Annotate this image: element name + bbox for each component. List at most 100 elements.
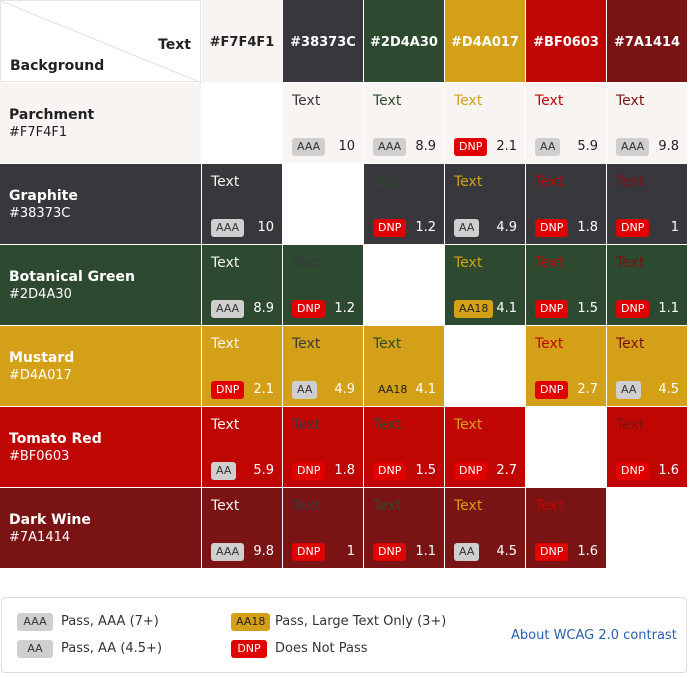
badge: AA (211, 462, 237, 480)
sample-text: Text (535, 498, 564, 514)
contrast-cell: Text AAA 8.9 (364, 83, 444, 163)
badge: DNP (535, 219, 569, 237)
contrast-cell: Text DNP 1.5 (364, 407, 444, 487)
contrast-cell: Text DNP 1.6 (607, 407, 687, 487)
contrast-cell: Text AAA 10 (202, 164, 282, 244)
row-hex: #F7F4F1 (9, 125, 68, 140)
contrast-ratio: 1.1 (415, 544, 436, 559)
contrast-cell: Text AA 5.9 (526, 83, 606, 163)
sample-text: Text (616, 255, 645, 271)
badge: DNP (373, 219, 407, 237)
empty-cell (202, 83, 282, 163)
corner-cell: Text Background (0, 0, 202, 83)
contrast-cell: Text DNP 1.1 (607, 245, 687, 325)
contrast-cell: Text AA 4.9 (283, 326, 363, 406)
badge: DNP (616, 219, 650, 237)
contrast-ratio: 4.9 (496, 220, 517, 235)
column-header: #D4A017 (445, 0, 525, 82)
badge: AAA (373, 138, 407, 156)
sample-text: Text (373, 336, 402, 352)
contrast-ratio: 1.8 (577, 220, 598, 235)
contrast-cell: Text DNP 1 (607, 164, 687, 244)
wcag-link[interactable]: About WCAG 2.0 contrast (511, 628, 677, 643)
row-name: Dark Wine (9, 512, 91, 528)
column-hex: #D4A017 (451, 35, 519, 50)
row-hex: #BF0603 (9, 449, 70, 464)
contrast-ratio: 1 (346, 544, 355, 559)
legend-label: Pass, Large Text Only (3+) (275, 614, 447, 629)
badge: DNP (292, 543, 326, 561)
sample-text: Text (616, 417, 645, 433)
contrast-cell: Text AA 4.5 (445, 488, 525, 568)
badge: DNP (616, 300, 650, 318)
sample-text: Text (373, 93, 402, 109)
column-hex: #38373C (290, 35, 356, 50)
badge: AAA (211, 543, 245, 561)
contrast-cell: Text DNP 2.1 (445, 83, 525, 163)
sample-text: Text (292, 255, 321, 271)
sample-text: Text (292, 93, 321, 109)
contrast-cell: Text DNP 2.7 (445, 407, 525, 487)
row-hex: #38373C (9, 206, 71, 221)
contrast-ratio: 2.1 (253, 382, 274, 397)
contrast-cell: Text AA18 4.1 (445, 245, 525, 325)
badge: DNP (454, 138, 488, 156)
badge: DNP (616, 462, 650, 480)
column-hex: #7A1414 (613, 35, 681, 50)
sample-text: Text (292, 498, 321, 514)
contrast-ratio: 5.9 (577, 139, 598, 154)
contrast-cell: Text AAA 9.8 (607, 83, 687, 163)
empty-cell (364, 245, 444, 325)
badge: AA18 (373, 381, 413, 399)
contrast-ratio: 8.9 (253, 301, 274, 316)
column-hex: #F7F4F1 (209, 35, 275, 50)
row-header: Graphite #38373C (0, 164, 201, 244)
row-name: Mustard (9, 350, 75, 366)
contrast-cell: Text DNP 1.8 (526, 164, 606, 244)
badge: DNP (535, 543, 569, 561)
badge: AAA (211, 300, 245, 318)
corner-text-label: Text (158, 37, 191, 53)
empty-cell (526, 407, 606, 487)
sample-text: Text (535, 336, 564, 352)
contrast-ratio: 9.8 (253, 544, 274, 559)
sample-text: Text (292, 417, 321, 433)
row-name: Parchment (9, 107, 95, 123)
badge: AA (454, 543, 480, 561)
badge: AAA (211, 219, 245, 237)
sample-text: Text (211, 336, 240, 352)
row-header: Mustard #D4A017 (0, 326, 201, 406)
sample-text: Text (373, 174, 402, 190)
badge: DNP (454, 462, 488, 480)
row-header: Tomato Red #BF0603 (0, 407, 201, 487)
contrast-cell: Text DNP 2.7 (526, 326, 606, 406)
badge: DNP (373, 543, 407, 561)
column-header: #7A1414 (607, 0, 687, 82)
contrast-ratio: 1.6 (658, 463, 679, 478)
legend-label: Pass, AA (4.5+) (61, 641, 163, 656)
contrast-ratio: 4.5 (658, 382, 679, 397)
column-header: #BF0603 (526, 0, 606, 82)
legend-label: Pass, AAA (7+) (61, 614, 159, 629)
badge: DNP (535, 381, 569, 399)
contrast-cell: Text DNP 1.8 (283, 407, 363, 487)
contrast-ratio: 1.5 (577, 301, 598, 316)
sample-text: Text (535, 255, 564, 271)
row-header: Dark Wine #7A1414 (0, 488, 201, 568)
contrast-ratio: 2.7 (496, 463, 517, 478)
badge: DNP (535, 300, 569, 318)
sample-text: Text (454, 174, 483, 190)
contrast-ratio: 8.9 (415, 139, 436, 154)
empty-cell (283, 164, 363, 244)
legend (1, 597, 687, 673)
contrast-ratio: 2.1 (496, 139, 517, 154)
row-header: Parchment #F7F4F1 (0, 83, 201, 163)
badge: AA18 (231, 613, 271, 631)
corner-background-label: Background (10, 58, 105, 74)
badge: AA18 (454, 300, 494, 318)
sample-text: Text (211, 255, 240, 271)
sample-text: Text (373, 498, 402, 514)
column-header: #2D4A30 (364, 0, 444, 82)
contrast-ratio: 10 (338, 139, 355, 154)
badge: AAA (616, 138, 650, 156)
